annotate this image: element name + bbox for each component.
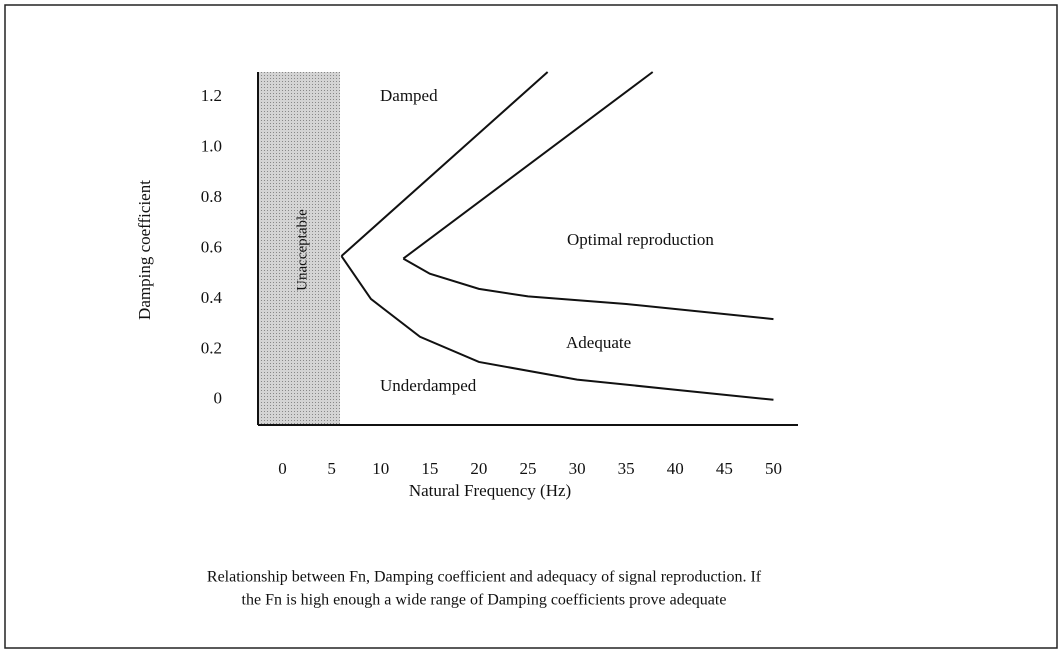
caption-line: Relationship between Fn, Damping coeffic… [207, 569, 762, 586]
curve [402, 71, 654, 260]
curve [402, 257, 774, 321]
x-tick-label: 40 [667, 459, 684, 478]
x-tick-label: 0 [278, 459, 287, 478]
x-tick-label: 5 [327, 459, 336, 478]
unacceptable-region [258, 72, 340, 425]
y-tick-label: 1.0 [201, 137, 222, 156]
caption-line: the Fn is high enough a wide range of Da… [242, 592, 727, 609]
y-axis-label: Damping coefficient [135, 180, 154, 320]
frame [4, 4, 1058, 649]
x-tick-label: 35 [618, 459, 635, 478]
curve [340, 255, 774, 401]
x-tick-label: 10 [372, 459, 389, 478]
x-tick-label: 50 [765, 459, 782, 478]
x-tick-label: 25 [520, 459, 537, 478]
x-tick-label: 20 [470, 459, 487, 478]
y-tick-label: 1.2 [201, 86, 222, 105]
x-tick-label: 45 [716, 459, 733, 478]
y-tick-label: 0.4 [201, 288, 223, 307]
annotation: Damped [380, 86, 438, 105]
annotation: Adequate [566, 333, 631, 352]
annotation: Optimal reproduction [567, 230, 714, 249]
annotation: Underdamped [380, 376, 477, 395]
y-tick-label: 0.8 [201, 187, 222, 206]
annotation: Unacceptable [294, 209, 310, 291]
x-tick-label: 30 [569, 459, 586, 478]
y-tick-label: 0.6 [201, 237, 222, 256]
x-axis-label: Natural Frequency (Hz) [409, 481, 571, 500]
y-tick-label: 0.2 [201, 338, 222, 357]
curve [340, 71, 549, 257]
y-tick-label: 0 [214, 389, 223, 408]
x-tick-label: 15 [421, 459, 438, 478]
